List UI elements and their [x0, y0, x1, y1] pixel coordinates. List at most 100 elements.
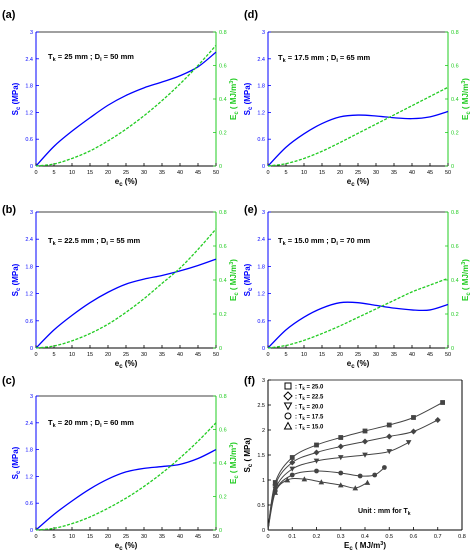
y-tick-label: 0 — [262, 164, 265, 170]
y2-axis-title-sup: 3 — [229, 262, 235, 265]
data-point — [337, 482, 344, 488]
x-tick-label: 0 — [34, 534, 37, 540]
x-tick-label: 5 — [284, 170, 287, 176]
x-tick-label: 15 — [319, 352, 325, 358]
x-tick-label: 45 — [427, 170, 433, 176]
data-point — [410, 428, 417, 435]
y2-tick-label: 0 — [219, 528, 222, 534]
y-tick-label: 1.2 — [25, 292, 33, 298]
panel-label: (c) — [2, 375, 16, 387]
x-tick-label: 20 — [105, 170, 111, 176]
x-tick-label: 25 — [355, 170, 361, 176]
data-point — [386, 433, 393, 440]
y-tick-label: 0 — [262, 346, 265, 352]
x-tick-label: 10 — [301, 170, 307, 176]
x-tick-label: 35 — [391, 352, 397, 358]
x-axis-title-unit: (%) — [123, 177, 138, 186]
legend-value: = 22.5 — [305, 395, 324, 401]
x-tick-label: 30 — [141, 534, 147, 540]
y-tick-label: 1.8 — [257, 84, 265, 90]
annotation-d-value: = 70 mm — [338, 236, 371, 245]
energy-curve — [267, 277, 449, 349]
x-tick-label: 0.1 — [288, 534, 296, 540]
series-line — [267, 467, 385, 531]
y2-axis-title: Ec ( MJ/m3) — [461, 259, 472, 301]
y-tick-label: 3 — [30, 30, 33, 36]
y2-tick-label: 0.2 — [219, 131, 227, 137]
legend-label: : T — [295, 415, 303, 421]
y2-axis-title-sup: 3 — [461, 262, 467, 265]
x-tick-label: 40 — [409, 352, 415, 358]
x-tick-label: 40 — [177, 534, 183, 540]
y2-axis-title-unit: ( MJ/m — [461, 84, 470, 112]
y2-axis-title: Ec ( MJ/m3) — [229, 442, 240, 484]
x-tick-label: 5 — [52, 534, 55, 540]
y-tick-label: 3 — [262, 30, 265, 36]
y-axis-title: Sc (MPa) — [243, 82, 254, 115]
y-tick-label: 1.5 — [257, 453, 265, 459]
y-tick-label: 2.4 — [25, 421, 33, 427]
panel-label: (e) — [244, 204, 258, 216]
x-tick-label: 30 — [141, 170, 147, 176]
y2-tick-label: 0.4 — [451, 97, 459, 103]
x-tick-label: 10 — [69, 352, 75, 358]
y-tick-label: 0 — [30, 528, 33, 534]
x-tick-label: 45 — [195, 534, 201, 540]
y-axis-title-sub: c — [16, 287, 22, 291]
x-tick-label: 30 — [141, 352, 147, 358]
stress-curve — [35, 258, 217, 349]
annotation-t-value: = 25 mm ; D — [56, 52, 101, 61]
y2-tick-label: 0.2 — [451, 312, 459, 318]
annotation-t-value: = 20 mm ; D — [56, 418, 101, 427]
y2-tick-label: 0.4 — [451, 278, 459, 284]
data-point — [357, 473, 363, 479]
x-axis-title-close: ) — [383, 541, 386, 550]
x-tick-label: 0.7 — [434, 534, 442, 540]
x-tick-label: 15 — [319, 170, 325, 176]
x-axis-title: ec (%) — [115, 541, 138, 550]
x-axis-title-sup: 3 — [380, 541, 383, 547]
data-point — [318, 479, 325, 485]
x-tick-label: 45 — [195, 170, 201, 176]
y-axis-title-main: S — [11, 290, 20, 296]
data-point — [314, 442, 319, 448]
x-axis-title: ec (%) — [115, 359, 138, 370]
y-axis-title-sub: c — [248, 106, 254, 110]
y-axis-title-sub: c — [16, 470, 22, 474]
x-tick-label: 0.8 — [458, 534, 466, 540]
y2-tick-label: 0 — [451, 164, 454, 170]
panel-label: (d) — [244, 9, 258, 21]
y-tick-label: 1.8 — [25, 264, 33, 270]
legend-value: = 25.0 — [305, 385, 324, 391]
x-tick-label: 15 — [87, 534, 93, 540]
x-axis-title-unit: (%) — [123, 359, 138, 368]
y2-axis-title-unit: ( MJ/m — [229, 84, 238, 112]
data-point — [289, 459, 296, 466]
unit-note-main: Unit : mm for T — [358, 508, 408, 515]
y-axis-title-unit: (MPa) — [243, 82, 252, 106]
y-tick-label: 1.2 — [257, 110, 265, 116]
data-point — [314, 468, 319, 474]
panel-annotation: Tk = 25 mm ; Di = 50 mm — [48, 52, 134, 63]
x-tick-label: 20 — [105, 534, 111, 540]
y2-tick-label: 0.6 — [219, 428, 227, 434]
x-tick-label: 35 — [159, 352, 165, 358]
data-point — [362, 438, 368, 445]
x-tick-label: 20 — [337, 170, 343, 176]
legend-label: : T — [295, 405, 303, 411]
y-axis-title-unit: (MPa) — [11, 82, 20, 106]
y2-axis-title-sup: 3 — [229, 445, 235, 448]
y2-tick-label: 0.4 — [219, 97, 227, 103]
y-tick-label: 2.4 — [257, 57, 265, 63]
y-tick-label: 2.5 — [257, 403, 265, 409]
y2-tick-label: 0.8 — [219, 210, 227, 216]
y2-tick-label: 0.2 — [219, 495, 227, 501]
y2-axis-title-close: ) — [461, 78, 470, 81]
y-axis-title: Sc (MPa) — [11, 82, 22, 115]
stress-curve — [35, 51, 217, 167]
x-axis-title-main: e — [115, 359, 120, 368]
data-point — [434, 417, 441, 423]
y-axis-title-unit: ( MPa) — [243, 437, 252, 464]
x-tick-label: 50 — [213, 534, 219, 540]
data-point — [382, 465, 387, 470]
